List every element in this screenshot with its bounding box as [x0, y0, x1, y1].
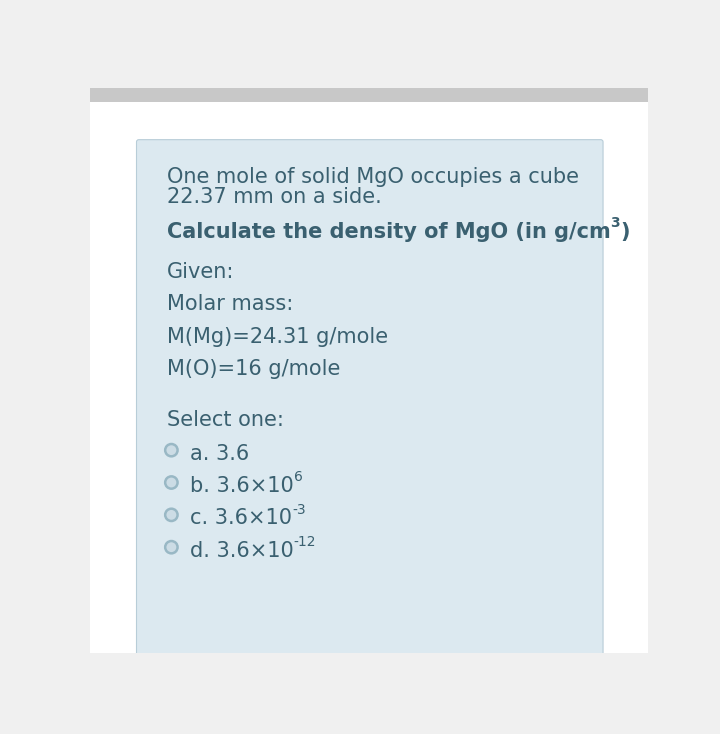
Text: M(O)=16 g/mole: M(O)=16 g/mole [167, 359, 340, 379]
Circle shape [165, 509, 178, 521]
Text: Given:: Given: [167, 262, 234, 282]
Text: Molar mass:: Molar mass: [167, 294, 293, 314]
Text: 6: 6 [294, 470, 302, 484]
Text: ): ) [620, 222, 629, 242]
Text: M(Mg)=24.31 g/mole: M(Mg)=24.31 g/mole [167, 327, 388, 346]
FancyBboxPatch shape [90, 88, 648, 102]
Text: d. 3.6×10: d. 3.6×10 [190, 541, 294, 561]
Text: -12: -12 [294, 535, 316, 549]
Text: 3: 3 [611, 217, 620, 230]
Circle shape [165, 541, 178, 553]
Text: -3: -3 [292, 503, 305, 517]
FancyBboxPatch shape [137, 139, 603, 655]
Text: b. 3.6×10: b. 3.6×10 [190, 476, 294, 496]
Text: Select one:: Select one: [167, 410, 284, 430]
Text: One mole of solid MgO occupies a cube: One mole of solid MgO occupies a cube [167, 167, 579, 186]
Text: 22.37 mm on a side.: 22.37 mm on a side. [167, 186, 382, 207]
Text: c. 3.6×10: c. 3.6×10 [190, 509, 292, 528]
Circle shape [165, 476, 178, 489]
Text: a. 3.6: a. 3.6 [190, 444, 249, 464]
FancyBboxPatch shape [90, 102, 648, 653]
Text: Calculate the density of MgO (in g/cm: Calculate the density of MgO (in g/cm [167, 222, 611, 242]
Circle shape [165, 444, 178, 457]
